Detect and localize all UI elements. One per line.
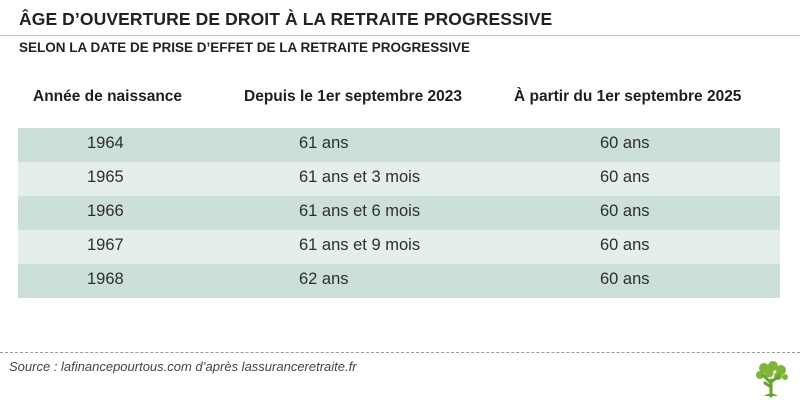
- cell-age-2023: 61 ans: [299, 134, 349, 152]
- cell-birth-year: 1964: [87, 134, 124, 152]
- cell-age-2023: 62 ans: [299, 270, 349, 288]
- cell-age-2023: 61 ans et 3 mois: [299, 168, 421, 186]
- cell-age-2025: 60 ans: [600, 168, 650, 186]
- cell-birth-year: 1967: [87, 236, 124, 254]
- page-subtitle: SELON LA DATE DE PRISE D’EFFET DE LA RET…: [19, 40, 471, 55]
- table-row: 1965 61 ans et 3 mois 60 ans: [18, 162, 780, 196]
- cell-age-2023: 61 ans et 6 mois: [299, 202, 421, 220]
- table-row: 1967 61 ans et 9 mois 60 ans: [18, 230, 780, 264]
- table-body: 1964 61 ans 60 ans 1965 61 ans et 3 mois…: [18, 128, 780, 298]
- table-row: 1968 62 ans 60 ans: [18, 264, 780, 298]
- table-header: Année de naissance Depuis le 1er septemb…: [0, 88, 800, 112]
- source-note: Source : lafinancepourtous.com d’après l…: [9, 359, 357, 374]
- page-title: ÂGE D’OUVERTURE DE DROIT À LA RETRAITE P…: [19, 9, 553, 29]
- title-divider: [0, 35, 800, 36]
- table-row: 1966 61 ans et 6 mois 60 ans: [18, 196, 780, 230]
- cell-age-2025: 60 ans: [600, 134, 650, 152]
- cell-age-2025: 60 ans: [600, 202, 650, 220]
- tree-logo-icon: [756, 361, 788, 398]
- cell-birth-year: 1965: [87, 168, 124, 186]
- table-row: 1964 61 ans 60 ans: [18, 128, 780, 162]
- cell-age-2025: 60 ans: [600, 236, 650, 254]
- column-header-birth-year: Année de naissance: [33, 88, 183, 105]
- column-header-from-2025: À partir du 1er septembre 2025: [514, 88, 742, 105]
- cell-birth-year: 1968: [87, 270, 124, 288]
- footer-divider: [0, 352, 800, 353]
- cell-birth-year: 1966: [87, 202, 124, 220]
- cell-age-2023: 61 ans et 9 mois: [299, 236, 421, 254]
- column-header-since-2023: Depuis le 1er septembre 2023: [244, 88, 462, 105]
- cell-age-2025: 60 ans: [600, 270, 650, 288]
